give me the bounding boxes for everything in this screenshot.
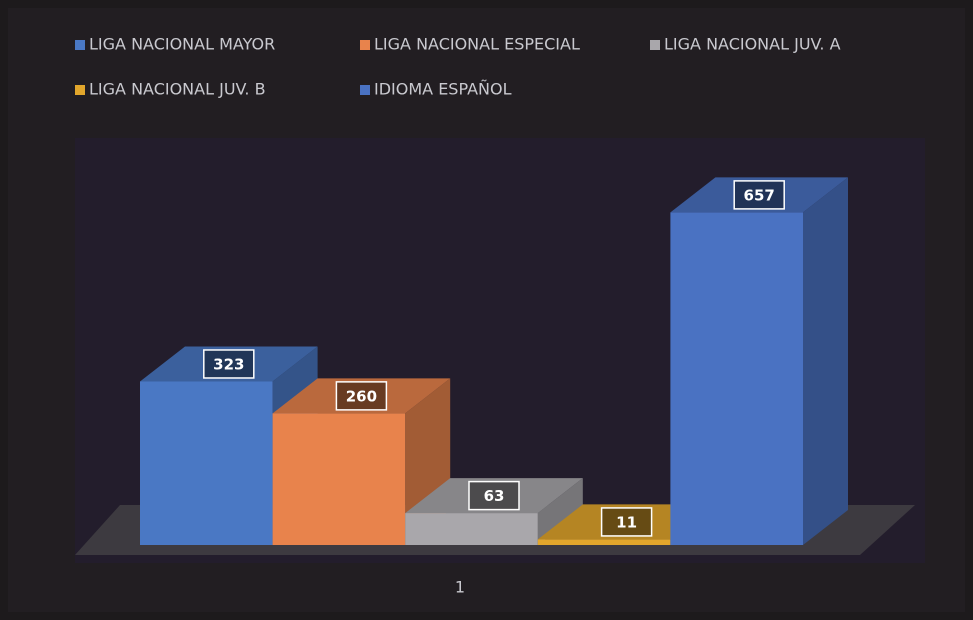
data-label: 260 [346, 387, 377, 405]
bar [140, 381, 273, 545]
data-label: 323 [213, 355, 244, 373]
data-label-box [203, 349, 255, 379]
x-tick-label: 1 [455, 578, 465, 597]
data-label-box [335, 381, 388, 411]
bar-side [803, 177, 848, 546]
legend-label: LIGA NACIONAL JUV. B [89, 80, 266, 99]
legend-swatch [360, 85, 370, 95]
data-label: 63 [484, 487, 505, 505]
bar [670, 212, 803, 546]
data-label-box [600, 507, 653, 537]
legend-label: LIGA NACIONAL ESPECIAL [374, 35, 580, 54]
data-label-box [733, 180, 785, 210]
legend-swatch [75, 85, 85, 95]
legend-label: LIGA NACIONAL JUV. A [664, 35, 841, 54]
bar [405, 513, 538, 545]
bar [272, 413, 406, 545]
legend-swatch [360, 40, 370, 50]
bar-side [537, 478, 583, 545]
data-label: 11 [616, 513, 637, 531]
bar [537, 539, 671, 545]
legend-label: LIGA NACIONAL MAYOR [89, 35, 275, 54]
legend-swatch [75, 40, 85, 50]
data-label-box [468, 480, 520, 511]
legend-label: IDIOMA ESPAÑOL [374, 80, 512, 99]
legend-swatch [650, 40, 660, 50]
data-label: 657 [744, 186, 775, 204]
